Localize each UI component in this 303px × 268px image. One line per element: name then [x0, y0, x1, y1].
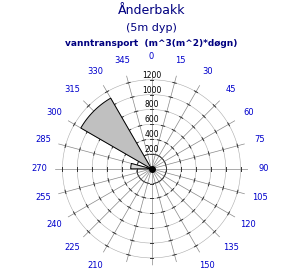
- Text: 60: 60: [243, 108, 254, 117]
- Text: 210: 210: [88, 261, 103, 268]
- Text: 0: 0: [149, 53, 154, 61]
- Polygon shape: [131, 163, 152, 169]
- Text: 240: 240: [47, 220, 62, 229]
- Text: 330: 330: [88, 68, 104, 76]
- Polygon shape: [81, 98, 152, 169]
- Text: 345: 345: [115, 56, 131, 65]
- Text: Ånderbakk: Ånderbakk: [118, 4, 185, 17]
- Text: 600: 600: [144, 115, 159, 124]
- Text: 285: 285: [35, 135, 51, 144]
- Text: 400: 400: [144, 130, 159, 139]
- Text: (5m dyp): (5m dyp): [126, 23, 177, 33]
- Text: 1000: 1000: [142, 85, 161, 95]
- Text: 1200: 1200: [142, 71, 161, 80]
- Text: 315: 315: [65, 85, 80, 94]
- Text: 300: 300: [47, 108, 62, 117]
- Text: 45: 45: [225, 85, 236, 94]
- Text: 15: 15: [175, 56, 186, 65]
- Text: 150: 150: [200, 261, 215, 268]
- Text: 255: 255: [35, 193, 51, 202]
- Text: 800: 800: [144, 100, 159, 109]
- Text: 75: 75: [254, 135, 265, 144]
- Text: 90: 90: [258, 164, 269, 173]
- Text: 135: 135: [223, 243, 238, 252]
- Text: vanntransport  (m^3(m^2)*døgn): vanntransport (m^3(m^2)*døgn): [65, 39, 238, 48]
- Text: 200: 200: [144, 145, 159, 154]
- Text: 270: 270: [32, 164, 48, 173]
- Text: 30: 30: [202, 68, 213, 76]
- Text: 120: 120: [241, 220, 256, 229]
- Text: 105: 105: [252, 193, 268, 202]
- Text: 225: 225: [65, 243, 80, 252]
